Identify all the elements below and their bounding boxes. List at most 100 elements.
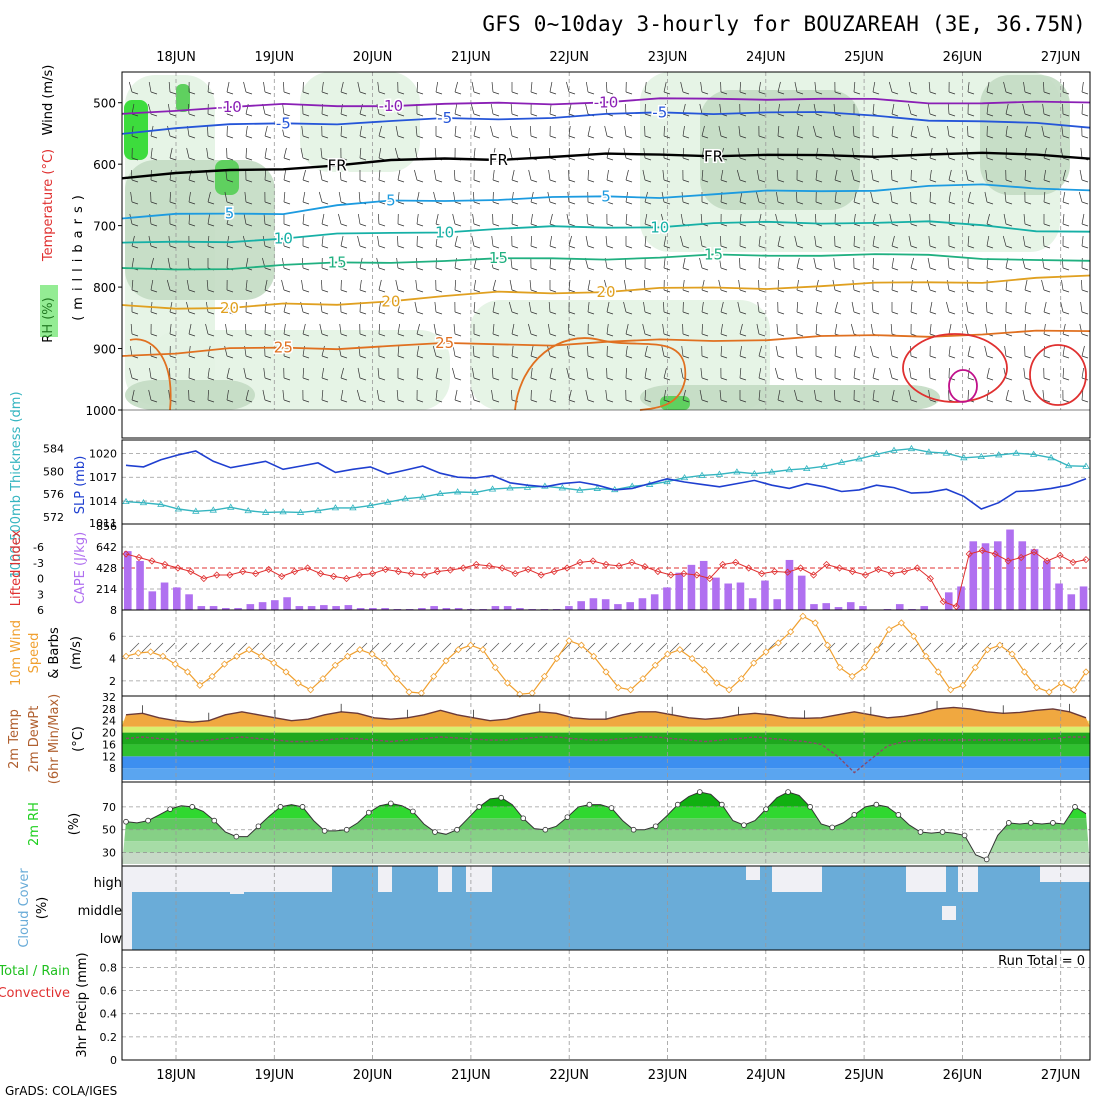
wind-barb <box>739 311 747 315</box>
wind-barb <box>302 311 310 315</box>
wind-barb <box>986 213 990 225</box>
wind-barb <box>340 355 348 359</box>
wind-barb <box>397 323 401 335</box>
wind-barb <box>129 345 133 357</box>
wind-barb <box>853 191 857 203</box>
wind-units-label: (m/s) <box>69 636 84 670</box>
lifted-index-marker <box>784 568 792 576</box>
wind-barb <box>207 191 211 203</box>
wind-barb <box>663 301 665 313</box>
wind-barb <box>891 91 899 95</box>
pressure-tick-label: 500 <box>93 97 116 111</box>
wind-barb <box>356 389 361 401</box>
cloud-gap <box>378 866 392 892</box>
slp-tick-label: 1011 <box>89 517 117 530</box>
wind-barb <box>853 311 861 315</box>
wind-barb <box>205 323 209 335</box>
cape-bar <box>957 586 965 610</box>
wind-barb <box>414 169 418 181</box>
wind-speed-marker <box>737 675 745 683</box>
wind-barb <box>511 389 513 401</box>
wind-barb <box>625 223 633 227</box>
wind-barb <box>774 367 779 379</box>
wind-barb <box>226 103 229 115</box>
wind-speed-marker <box>393 675 401 683</box>
wind-barb <box>587 377 595 381</box>
wind-barb <box>606 135 614 139</box>
lifted-index-marker <box>719 560 727 569</box>
wind-barb <box>625 103 627 115</box>
wind-barb <box>168 81 171 93</box>
wind-barb <box>587 147 590 159</box>
wind-barb <box>853 201 861 205</box>
wind-barb <box>701 279 705 291</box>
wind-barb <box>1062 179 1070 183</box>
wind-barb <box>201 642 212 653</box>
wind-barb <box>226 377 234 381</box>
wind-barb <box>435 367 439 379</box>
wind-barb <box>758 81 761 93</box>
wind-barb <box>568 223 576 227</box>
wind-speed-marker <box>1082 668 1090 676</box>
wind-barb <box>1062 311 1070 315</box>
wind-barb <box>946 279 950 291</box>
wind-barb <box>378 125 382 137</box>
wind-barb <box>492 91 500 95</box>
wind-barb <box>870 191 874 203</box>
wind-barb <box>815 135 823 139</box>
wind-barb <box>397 235 399 247</box>
wind-barb <box>796 113 804 117</box>
wind-barb <box>188 91 196 95</box>
cape-axis-label: CAPE (J/kg) <box>73 532 88 604</box>
wind-barb <box>948 355 956 359</box>
lifted-index-marker <box>758 570 766 578</box>
rh-marker <box>1028 820 1034 826</box>
wind-barb <box>624 125 627 137</box>
wind-barb <box>359 399 367 403</box>
wind-barb <box>1065 642 1076 653</box>
rh-marker <box>763 806 769 812</box>
wind-barb <box>852 279 855 291</box>
wind-barb <box>245 389 249 401</box>
wind-barb <box>416 245 424 249</box>
temp-contour-label: 10 <box>435 224 454 242</box>
cape-bar <box>834 607 843 610</box>
wind-barb <box>699 389 703 401</box>
wind-barb <box>549 179 557 183</box>
wind-barb <box>739 113 747 117</box>
wind-barb <box>283 179 291 183</box>
wind-barb <box>947 103 950 115</box>
wind-barb <box>490 125 494 137</box>
wind-barb <box>682 399 690 403</box>
wind-barb <box>473 289 481 293</box>
wind-barb <box>682 201 690 205</box>
wind-speed-marker <box>996 641 1004 649</box>
wind-barb <box>377 81 380 93</box>
wind-barb <box>549 267 557 271</box>
wind-barb <box>642 323 646 335</box>
wind-barb <box>186 301 190 313</box>
wind-barb <box>891 201 899 205</box>
wind-barb <box>758 377 766 381</box>
wind-barb <box>340 125 343 137</box>
wind-barb <box>815 377 823 381</box>
wind-barb <box>986 103 989 115</box>
wind-barb <box>378 245 386 249</box>
wind-barb <box>302 399 310 403</box>
wind-barb <box>245 311 253 315</box>
thickness-marker <box>890 446 898 453</box>
wind-barb <box>169 223 177 227</box>
wind-barb <box>910 267 918 271</box>
wind-barb <box>849 642 860 653</box>
wind-barb <box>167 125 171 137</box>
wind-barb <box>796 91 804 95</box>
rh-marker <box>123 818 129 825</box>
wind-barb <box>946 301 950 313</box>
rh-band <box>122 818 1090 830</box>
wind-barb <box>796 201 804 205</box>
wind-barb <box>1062 267 1070 271</box>
wind-barb <box>1062 333 1070 337</box>
thickness-marker <box>750 469 759 477</box>
wind-barb <box>359 125 363 137</box>
wind-barb <box>340 399 348 403</box>
